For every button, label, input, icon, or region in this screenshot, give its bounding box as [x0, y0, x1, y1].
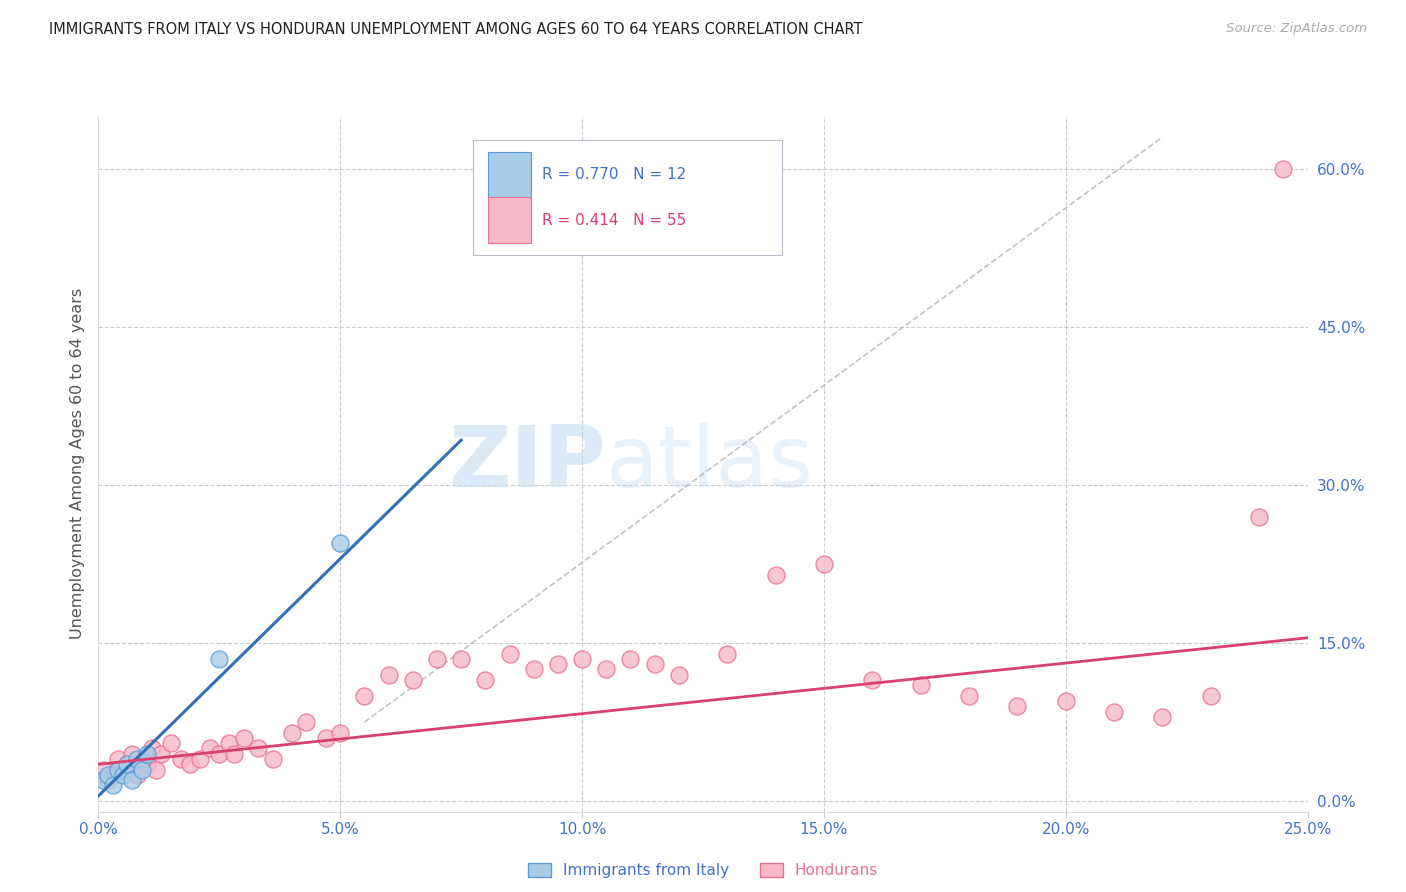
Point — [150, 747, 173, 761]
Point — [377, 667, 399, 681]
Point — [101, 768, 124, 782]
Text: Source: ZipAtlas.com: Source: ZipAtlas.com — [1226, 22, 1367, 36]
Point — [169, 752, 191, 766]
Point — [208, 652, 231, 666]
Text: ZIP: ZIP — [449, 422, 606, 506]
Point — [619, 652, 641, 666]
FancyBboxPatch shape — [488, 153, 531, 198]
Point — [1102, 705, 1125, 719]
Point — [101, 778, 124, 792]
Point — [571, 652, 593, 666]
Point — [131, 763, 153, 777]
Point — [179, 757, 201, 772]
Point — [97, 773, 120, 788]
Point — [547, 657, 569, 672]
Point — [262, 752, 284, 766]
Point — [1152, 710, 1174, 724]
Point — [353, 689, 375, 703]
Point — [595, 662, 617, 676]
FancyBboxPatch shape — [474, 140, 782, 255]
Point — [198, 741, 221, 756]
Point — [860, 673, 883, 687]
Point — [1249, 509, 1271, 524]
Point — [1054, 694, 1077, 708]
Point — [127, 752, 149, 766]
FancyBboxPatch shape — [488, 197, 531, 244]
Point — [765, 567, 787, 582]
Point — [281, 725, 304, 739]
Point — [111, 768, 134, 782]
Text: atlas: atlas — [606, 422, 814, 506]
Point — [498, 647, 520, 661]
Point — [315, 731, 337, 745]
Text: R = 0.414   N = 55: R = 0.414 N = 55 — [543, 213, 686, 228]
Point — [141, 741, 163, 756]
Point — [295, 715, 318, 730]
Point — [402, 673, 425, 687]
Point — [668, 667, 690, 681]
Legend: Immigrants from Italy, Hondurans: Immigrants from Italy, Hondurans — [522, 857, 884, 884]
Point — [222, 747, 245, 761]
Point — [121, 747, 143, 761]
Text: R = 0.770   N = 12: R = 0.770 N = 12 — [543, 167, 686, 182]
Point — [218, 736, 240, 750]
Point — [957, 689, 980, 703]
Point — [644, 657, 666, 672]
Point — [135, 747, 157, 761]
Point — [450, 652, 472, 666]
Point — [232, 731, 254, 745]
Point — [127, 768, 149, 782]
Point — [813, 557, 835, 571]
Point — [1272, 161, 1295, 176]
Point — [107, 752, 129, 766]
Point — [474, 673, 496, 687]
Point — [208, 747, 231, 761]
Point — [523, 662, 546, 676]
Point — [188, 752, 211, 766]
Point — [117, 757, 139, 772]
Point — [91, 773, 114, 788]
Point — [91, 763, 114, 777]
Point — [247, 741, 270, 756]
Point — [111, 763, 134, 777]
Point — [131, 752, 153, 766]
Point — [426, 652, 449, 666]
Point — [160, 736, 183, 750]
Point — [97, 768, 120, 782]
Point — [107, 763, 129, 777]
Y-axis label: Unemployment Among Ages 60 to 64 years: Unemployment Among Ages 60 to 64 years — [69, 288, 84, 640]
Point — [145, 763, 167, 777]
Point — [1199, 689, 1222, 703]
Point — [910, 678, 932, 692]
Point — [121, 773, 143, 788]
Point — [135, 757, 157, 772]
Point — [1007, 699, 1029, 714]
Point — [329, 536, 352, 550]
Point — [329, 725, 352, 739]
Point — [716, 647, 738, 661]
Point — [117, 757, 139, 772]
Text: IMMIGRANTS FROM ITALY VS HONDURAN UNEMPLOYMENT AMONG AGES 60 TO 64 YEARS CORRELA: IMMIGRANTS FROM ITALY VS HONDURAN UNEMPL… — [49, 22, 863, 37]
